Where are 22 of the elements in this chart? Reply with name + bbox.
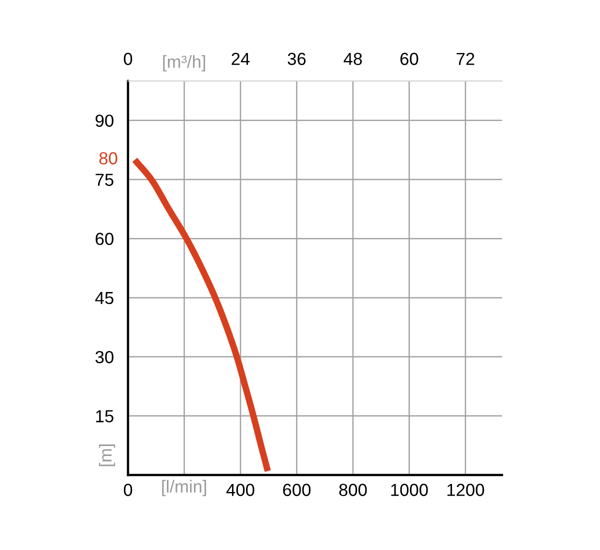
x2-tick-label: 72 xyxy=(456,52,474,65)
y-tick-label: 30 xyxy=(95,350,114,364)
y-tick-label: 60 xyxy=(96,232,114,246)
x-tick-label: 600 xyxy=(283,484,311,496)
x-tick-label: 800 xyxy=(339,484,367,496)
x-tick-label: 0 xyxy=(124,484,132,496)
x2-tick-label: 60 xyxy=(400,52,418,66)
y-tick-label: 90 xyxy=(96,114,114,127)
x-tick-label: 1000 xyxy=(391,484,428,496)
x-axis-title: [l/min] xyxy=(162,480,206,496)
y-axis-title: [m] xyxy=(98,444,116,466)
x2-tick-label: 48 xyxy=(344,52,362,66)
y-tick-label: 45 xyxy=(95,292,114,304)
x2-axis-title: [m³/h] xyxy=(163,55,206,72)
x2-tick-label: 36 xyxy=(288,52,306,66)
text: 80 xyxy=(99,152,118,164)
x2-tick-label: 24 xyxy=(232,52,250,65)
x-tick-label: 400 xyxy=(226,484,254,496)
y-tick-label: 75 xyxy=(96,174,114,186)
x-tick-label: 1200 xyxy=(447,484,484,496)
y-tick-label: 15 xyxy=(96,410,114,422)
x2-tick-label: 0 xyxy=(124,52,132,66)
